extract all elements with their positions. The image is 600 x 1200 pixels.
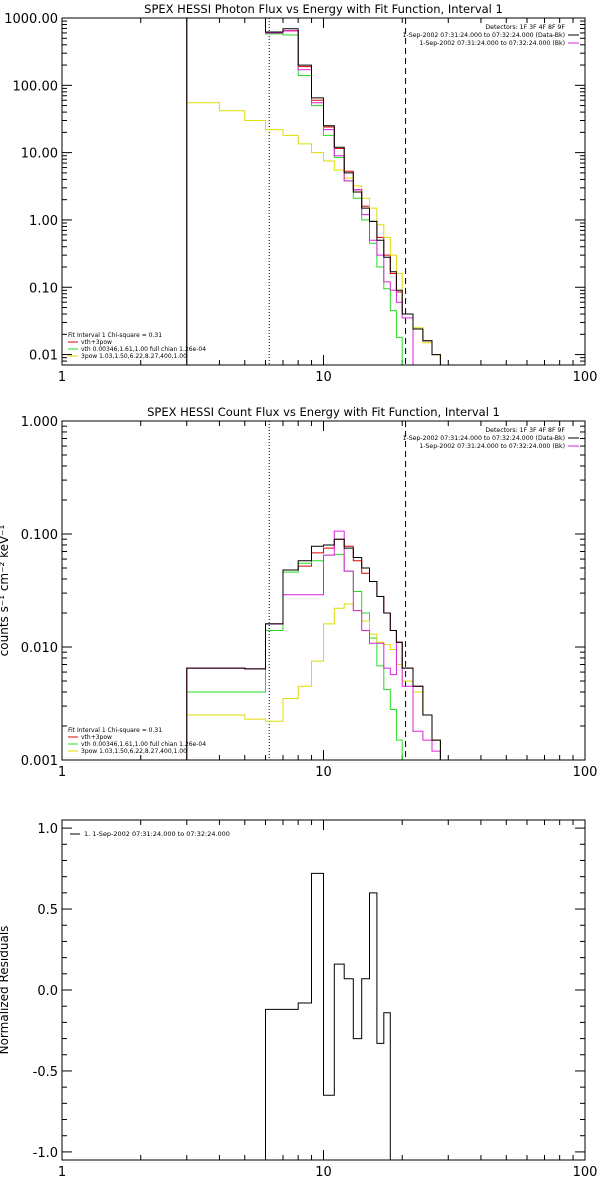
- series-3pow-line: [186, 102, 441, 365]
- series-group: [186, 18, 441, 365]
- info-line: 1-Sep-2002 07:31:24.000 to 07:32:24.000 …: [419, 40, 565, 47]
- x-tick-label: 1: [58, 370, 66, 385]
- x-tick-label: 1: [58, 1165, 66, 1180]
- info-line: Detectors: 1F 3F 4F 8F 9F: [485, 24, 565, 31]
- plot-frame: [61, 420, 586, 761]
- y-tick-label: 100.00: [13, 79, 59, 94]
- x-tick-label: 100: [573, 370, 598, 385]
- x-tick-label: 100: [573, 1165, 598, 1180]
- y-tick-label: 1000.00: [4, 12, 58, 27]
- y-tick-label: 0.001: [21, 754, 58, 769]
- residuals-panel: Normalized Residuals 1 10 100 -1.0 -0.5 0.0 0.5…: [0, 819, 598, 1180]
- y-tick-label: 0.10: [29, 281, 58, 296]
- y-tick-label: 1.000: [21, 415, 58, 430]
- info-line: Detectors: 1F 3F 4F 8F 9F: [485, 427, 565, 434]
- y-tick-label: 0.01: [29, 349, 58, 364]
- y-tick-label: 0.010: [21, 641, 58, 656]
- plot-frame: [61, 819, 586, 1161]
- y-tick-label: 1.0: [37, 822, 58, 837]
- photon-flux-panel: SPEX HESSI Photon Flux vs Energy with Fi…: [4, 2, 597, 385]
- x-tick-label: 100: [573, 765, 598, 780]
- y-tick-label: 10.00: [21, 147, 58, 162]
- info-line: 1-Sep-2002 07:31:24.000 to 07:32:24.000 …: [419, 443, 565, 450]
- info-line: 1-Sep-2002 07:31:24.000 to 07:32:24.000 …: [403, 435, 565, 442]
- fit-legend-entry: vth+3pow: [81, 339, 112, 346]
- fit-legend-entry: vth 0.00346,1.61,1.00 full chian 1.26e-0…: [81, 741, 206, 748]
- x-tick-label: 10: [315, 370, 332, 385]
- plot-frame: [61, 17, 586, 366]
- x-tick-label: 10: [315, 1165, 332, 1180]
- info-line: 1-Sep-2002 07:31:24.000 to 07:32:24.000 …: [403, 32, 565, 39]
- y-axis-label: counts s⁻¹ cm⁻² keV⁻¹: [0, 524, 11, 656]
- y-tick-label: 1.00: [29, 214, 58, 229]
- series-data-line: [186, 18, 441, 365]
- fit-legend-entry: vth 0.00346,1.61,1.00 full chian 1.26e-0…: [81, 346, 206, 353]
- series-residuals-line: [265, 872, 391, 1160]
- fit-legend-header: Fit Interval 1 Chi-square = 0.31: [68, 332, 162, 339]
- y-tick-label: 0.100: [21, 528, 58, 543]
- x-tick-label: 1: [58, 765, 66, 780]
- fit-legend-entry: vth+3pow: [81, 734, 112, 741]
- series-group: [265, 872, 391, 1160]
- y-axis-label: Normalized Residuals: [0, 926, 11, 1055]
- y-tick-label: -0.5: [33, 1065, 58, 1080]
- y-tick-label: 0.0: [37, 984, 58, 999]
- x-tick-label: 10: [315, 765, 332, 780]
- y-tick-label: -1.0: [33, 1146, 58, 1161]
- fit-legend-entry: 3pow 1.03,1.50,6.22,8.27,400,1.00: [81, 353, 187, 360]
- chart-title: SPEX HESSI Count Flux vs Energy with Fit…: [147, 405, 500, 419]
- series-group: [186, 530, 441, 760]
- legend-entry: 1. 1-Sep-2002 07:31:24.000 to 07:32:24.0…: [84, 830, 230, 838]
- fit-legend-header: Fit Interval 1 Chi-square = 0.31: [68, 727, 162, 734]
- count-flux-panel: SPEX HESSI Count Flux vs Energy with Fit…: [0, 405, 597, 780]
- y-tick-label: 0.5: [37, 903, 58, 918]
- chart-title: SPEX HESSI Photon Flux vs Energy with Fi…: [144, 2, 503, 16]
- series-data-line: [186, 538, 441, 760]
- fit-legend-entry: 3pow 1.03,1.50,6.22,8.27,400,1.00: [81, 748, 187, 755]
